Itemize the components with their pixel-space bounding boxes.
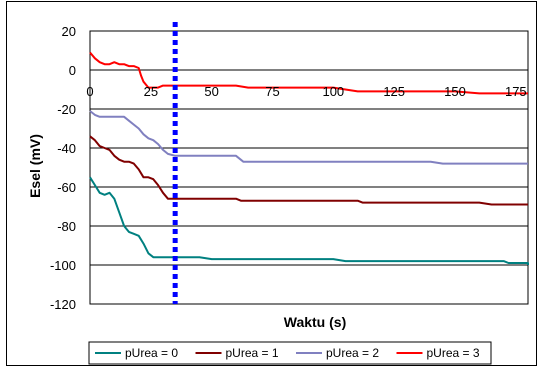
x-tick-label: 50 [204,84,218,99]
x-tick-label: 150 [444,84,466,99]
y-tick-label: -40 [57,141,76,156]
y-tick-label: -20 [57,102,76,117]
plot-border [89,30,529,305]
x-tick-label: 25 [144,84,158,99]
series-line [89,51,528,95]
x-tick-label: 75 [265,84,279,99]
y-tick-label: -100 [50,258,76,273]
x-axis-ticks: 0 25 50 75 100 125 150 175 [86,84,526,99]
legend-label: pUrea = 0 [125,346,178,360]
x-tick-label: 0 [86,84,93,99]
y-axis-label: Esel (mV) [27,134,43,198]
x-tick-label: 175 [505,84,527,99]
y-tick-label: -80 [57,219,76,234]
series-line [89,110,528,165]
x-axis-label: Waktu (s) [284,314,346,330]
y-axis-ticks: 20 0 -20 -40 -60 -80 -100 -120 [50,24,76,312]
legend: pUrea = 0 pUrea = 1 pUrea = 2 pUrea = 3 [88,341,492,365]
legend-label: pUrea = 3 [427,346,480,360]
y-tick-label: 0 [69,63,76,78]
plot-area [89,30,529,305]
x-tick-label: 125 [383,84,405,99]
y-tick-label: 20 [62,24,76,39]
x-tick-label: 100 [322,84,344,99]
legend-box [88,341,492,365]
y-tick-label: -60 [57,180,76,195]
y-tick-label: -120 [50,297,76,312]
series-lines [89,51,529,265]
series-line [89,135,528,206]
gridlines [90,30,528,305]
legend-label: pUrea = 1 [226,346,279,360]
legend-label: pUrea = 2 [326,346,379,360]
series-line [89,176,529,265]
